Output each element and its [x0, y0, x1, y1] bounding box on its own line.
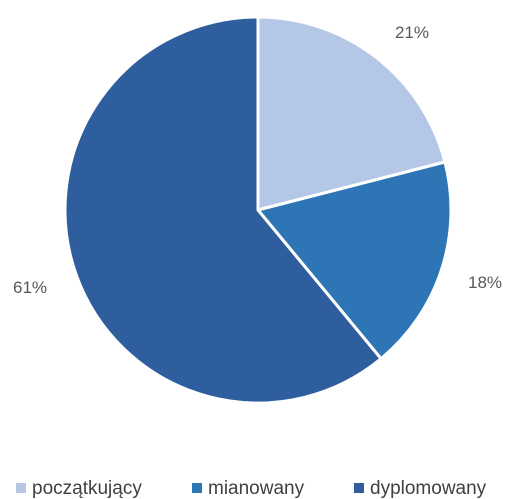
slice-label-mianowany: 18% [468, 273, 502, 292]
pie-slices [63, 15, 453, 405]
pie-slice-poczatkujacy [256, 15, 447, 212]
pie-slice-dyplomowany [63, 15, 383, 405]
legend-label-dyplomowany: dyplomowany [370, 478, 487, 499]
legend-label-mianowany: mianowany [208, 478, 305, 499]
legend-swatch-mianowany [192, 483, 202, 493]
slice-label-dyplomowany: 61% [13, 278, 47, 297]
legend-swatch-dyplomowany [354, 483, 364, 493]
legend-label-poczatkujacy: początkujący [32, 478, 142, 499]
slice-label-poczatkujacy: 21% [395, 23, 429, 42]
legend-swatch-poczatkujacy [16, 483, 26, 493]
pie-slice-mianowany [256, 160, 453, 361]
legend: początkujący mianowany dyplomowany [16, 478, 487, 499]
